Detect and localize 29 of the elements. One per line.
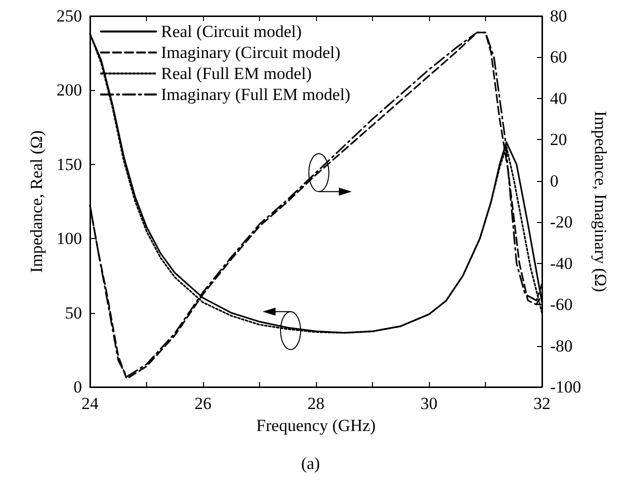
x-tick-label: 26 — [194, 394, 212, 413]
legend-label: Real (Full EM model) — [161, 64, 312, 83]
y2-axis-title: Impedance, Imaginary (Ω) — [591, 110, 610, 292]
x-tick-label: 30 — [420, 394, 438, 413]
legend-label: Real (Circuit model) — [161, 22, 302, 41]
y-tick-label: 0 — [74, 378, 82, 396]
y-tick-label: 200 — [56, 80, 82, 100]
text: (a) — [301, 454, 320, 473]
y-tick-label: 250 — [56, 6, 82, 26]
y-tick-label: 100 — [56, 229, 82, 248]
y2-tick-label: 80 — [550, 6, 567, 26]
y2-tick-label: -60 — [550, 295, 573, 314]
y2-tick-label: 0 — [550, 171, 558, 190]
y2-tick-label: 20 — [550, 130, 567, 150]
y2-tick-label: -100 — [550, 378, 582, 396]
y2-tick-label: 40 — [550, 88, 567, 108]
legend-label: Imaginary (Circuit model) — [161, 43, 340, 62]
x-tick-label: 24 — [82, 394, 99, 413]
y2-tick-label: 60 — [550, 48, 567, 67]
y2-tick-label: -80 — [550, 336, 573, 356]
x-tick-label: 28 — [308, 394, 324, 413]
y2-tick-label: -20 — [550, 212, 573, 232]
x-tick-label: 32 — [534, 394, 550, 413]
y2-tick-label: -40 — [550, 254, 573, 273]
x-axis-title: Frequency (GHz) — [256, 416, 376, 435]
y-axis-title: Impedance, Real (Ω) — [27, 130, 46, 273]
y-tick-label: 50 — [65, 303, 82, 322]
legend-label: Imaginary (Full EM model) — [161, 85, 350, 104]
y-tick-label: 150 — [56, 154, 82, 174]
